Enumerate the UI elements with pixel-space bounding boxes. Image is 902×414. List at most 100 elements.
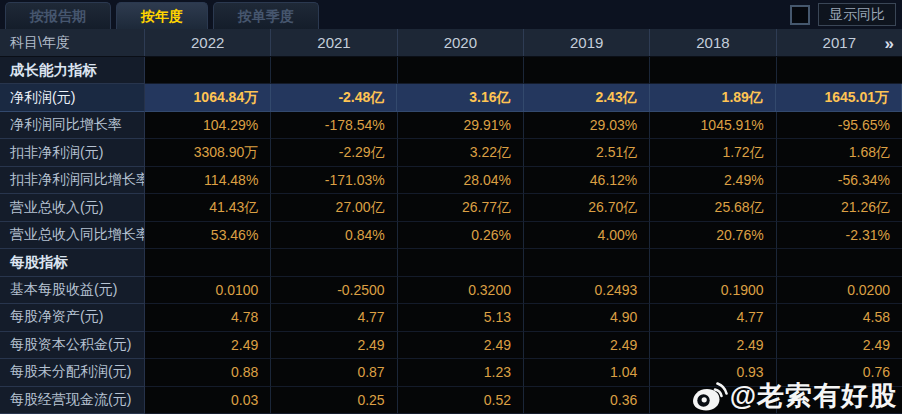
value-cell: 25.68亿 — [650, 194, 776, 221]
value-cell — [650, 249, 776, 276]
value-cell: 27.00亿 — [271, 194, 397, 221]
value-cell: 2.43亿 — [524, 84, 650, 111]
value-cell: 2.49 — [650, 332, 776, 359]
table-row: 营业总收入(元)41.43亿27.00亿26.77亿26.70亿25.68亿21… — [0, 194, 902, 221]
value-cell: -171.03% — [271, 167, 397, 194]
value-cell: 26.77亿 — [398, 194, 524, 221]
section-row: 成长能力指标 — [0, 57, 902, 84]
value-cell — [650, 57, 776, 84]
year-header-2022: 2022 — [145, 29, 271, 56]
section-row: 每股指标 — [0, 249, 902, 276]
value-cell: 1064.84万 — [145, 84, 271, 111]
value-cell: 0.2493 — [524, 277, 650, 304]
value-cell: 2.49 — [398, 332, 524, 359]
row-label: 扣非净利润同比增长率 — [0, 167, 145, 194]
value-cell: 114.48% — [145, 167, 271, 194]
value-cell — [524, 57, 650, 84]
row-label: 每股未分配利润(元) — [0, 359, 145, 386]
table-row: 每股未分配利润(元)0.880.871.231.040.930.76 — [0, 359, 902, 386]
financial-indicators-panel: 按报告期 按年度 按单季度 显示同比 科目\年度 202220212020201… — [0, 0, 902, 414]
value-cell: 41.43亿 — [145, 194, 271, 221]
corner-label: 科目\年度 — [0, 29, 145, 56]
row-label: 营业总收入同比增长率 — [0, 222, 145, 249]
year-header-2017: 2017» — [777, 29, 902, 56]
table-header-row: 科目\年度 202220212020201920182017» — [0, 29, 902, 57]
value-cell: 5.13 — [398, 304, 524, 331]
row-label: 每股净资产(元) — [0, 304, 145, 331]
row-label: 成长能力指标 — [0, 57, 145, 84]
row-label: 基本每股收益(元) — [0, 277, 145, 304]
value-cell — [271, 249, 397, 276]
value-cell: 2.49 — [271, 332, 397, 359]
value-cell — [271, 57, 397, 84]
value-cell: 20.76% — [650, 222, 776, 249]
value-cell: 21.26亿 — [777, 194, 902, 221]
value-cell: 1045.91% — [650, 112, 776, 139]
value-cell: 0.76 — [777, 359, 902, 386]
value-cell: 0.84% — [271, 222, 397, 249]
value-cell: -95.65% — [777, 112, 902, 139]
tab-by-year[interactable]: 按年度 — [116, 2, 208, 29]
table-row: 每股资本公积金(元)2.492.492.492.492.492.49 — [0, 332, 902, 359]
value-cell — [398, 57, 524, 84]
year-header-2021: 2021 — [271, 29, 397, 56]
value-cell: 29.91% — [398, 112, 524, 139]
value-cell: 1.68亿 — [777, 139, 902, 166]
table-row: 净利润(元)1064.84万-2.48亿3.16亿2.43亿1.89亿1645.… — [0, 84, 902, 111]
value-cell: 0.0100 — [145, 277, 271, 304]
value-cell: 104.29% — [145, 112, 271, 139]
value-cell — [145, 57, 271, 84]
row-label: 每股指标 — [0, 249, 145, 276]
row-label: 净利润同比增长率 — [0, 112, 145, 139]
value-cell: 0.88 — [145, 359, 271, 386]
table-row: 扣非净利润同比增长率114.48%-171.03%28.04%46.12%2.4… — [0, 167, 902, 194]
value-cell: 0.52 — [398, 387, 524, 414]
value-cell: 0.3200 — [398, 277, 524, 304]
yoy-controls: 显示同比 — [790, 3, 896, 26]
value-cell: 2.51亿 — [524, 139, 650, 166]
tab-by-single-quarter[interactable]: 按单季度 — [213, 2, 319, 29]
value-cell — [398, 249, 524, 276]
value-cell: 2.49% — [650, 167, 776, 194]
value-cell: -178.54% — [271, 112, 397, 139]
table-row: 营业总收入同比增长率53.46%0.84%0.26%4.00%20.76%-2.… — [0, 222, 902, 249]
table-row: 每股净资产(元)4.784.775.134.904.774.58 — [0, 304, 902, 331]
tab-bar: 按报告期 按年度 按单季度 显示同比 — [0, 0, 902, 29]
row-label: 每股资本公积金(元) — [0, 332, 145, 359]
value-cell: 2.49 — [145, 332, 271, 359]
value-cell — [650, 387, 776, 414]
value-cell: 4.58 — [777, 304, 902, 331]
value-cell: 26.70亿 — [524, 194, 650, 221]
value-cell — [145, 249, 271, 276]
value-cell: -56.34% — [777, 167, 902, 194]
value-cell: 29.03% — [524, 112, 650, 139]
value-cell — [777, 57, 902, 84]
show-yoy-button[interactable]: 显示同比 — [818, 3, 896, 26]
value-cell: 1.04 — [524, 359, 650, 386]
value-cell: 3308.90万 — [145, 139, 271, 166]
tab-by-report-period[interactable]: 按报告期 — [5, 2, 111, 29]
value-cell: 4.90 — [524, 304, 650, 331]
row-label: 扣非净利润(元) — [0, 139, 145, 166]
value-cell: -0.2500 — [271, 277, 397, 304]
row-label: 每股经营现金流(元) — [0, 387, 145, 414]
value-cell: 3.16亿 — [397, 84, 523, 111]
row-label: 营业总收入(元) — [0, 194, 145, 221]
value-cell: 1.72亿 — [650, 139, 776, 166]
value-cell: 4.00% — [524, 222, 650, 249]
value-cell: 2.49 — [777, 332, 902, 359]
show-yoy-checkbox[interactable] — [790, 5, 810, 25]
more-years-icon[interactable]: » — [885, 34, 894, 51]
table-row: 扣非净利润(元)3308.90万-2.29亿3.22亿2.51亿1.72亿1.6… — [0, 139, 902, 166]
year-header-2018: 2018 — [650, 29, 776, 56]
value-cell: 0.87 — [271, 359, 397, 386]
value-cell — [777, 249, 902, 276]
year-header-2019: 2019 — [524, 29, 650, 56]
value-cell: 0.0200 — [777, 277, 902, 304]
table-row: 净利润同比增长率104.29%-178.54%29.91%29.03%1045.… — [0, 112, 902, 139]
value-cell: 46.12% — [524, 167, 650, 194]
value-cell: -2.31% — [777, 222, 902, 249]
value-cell: 0.26% — [398, 222, 524, 249]
value-cell: 2.49 — [524, 332, 650, 359]
table-row: 每股经营现金流(元)0.030.250.520.36 — [0, 387, 902, 414]
